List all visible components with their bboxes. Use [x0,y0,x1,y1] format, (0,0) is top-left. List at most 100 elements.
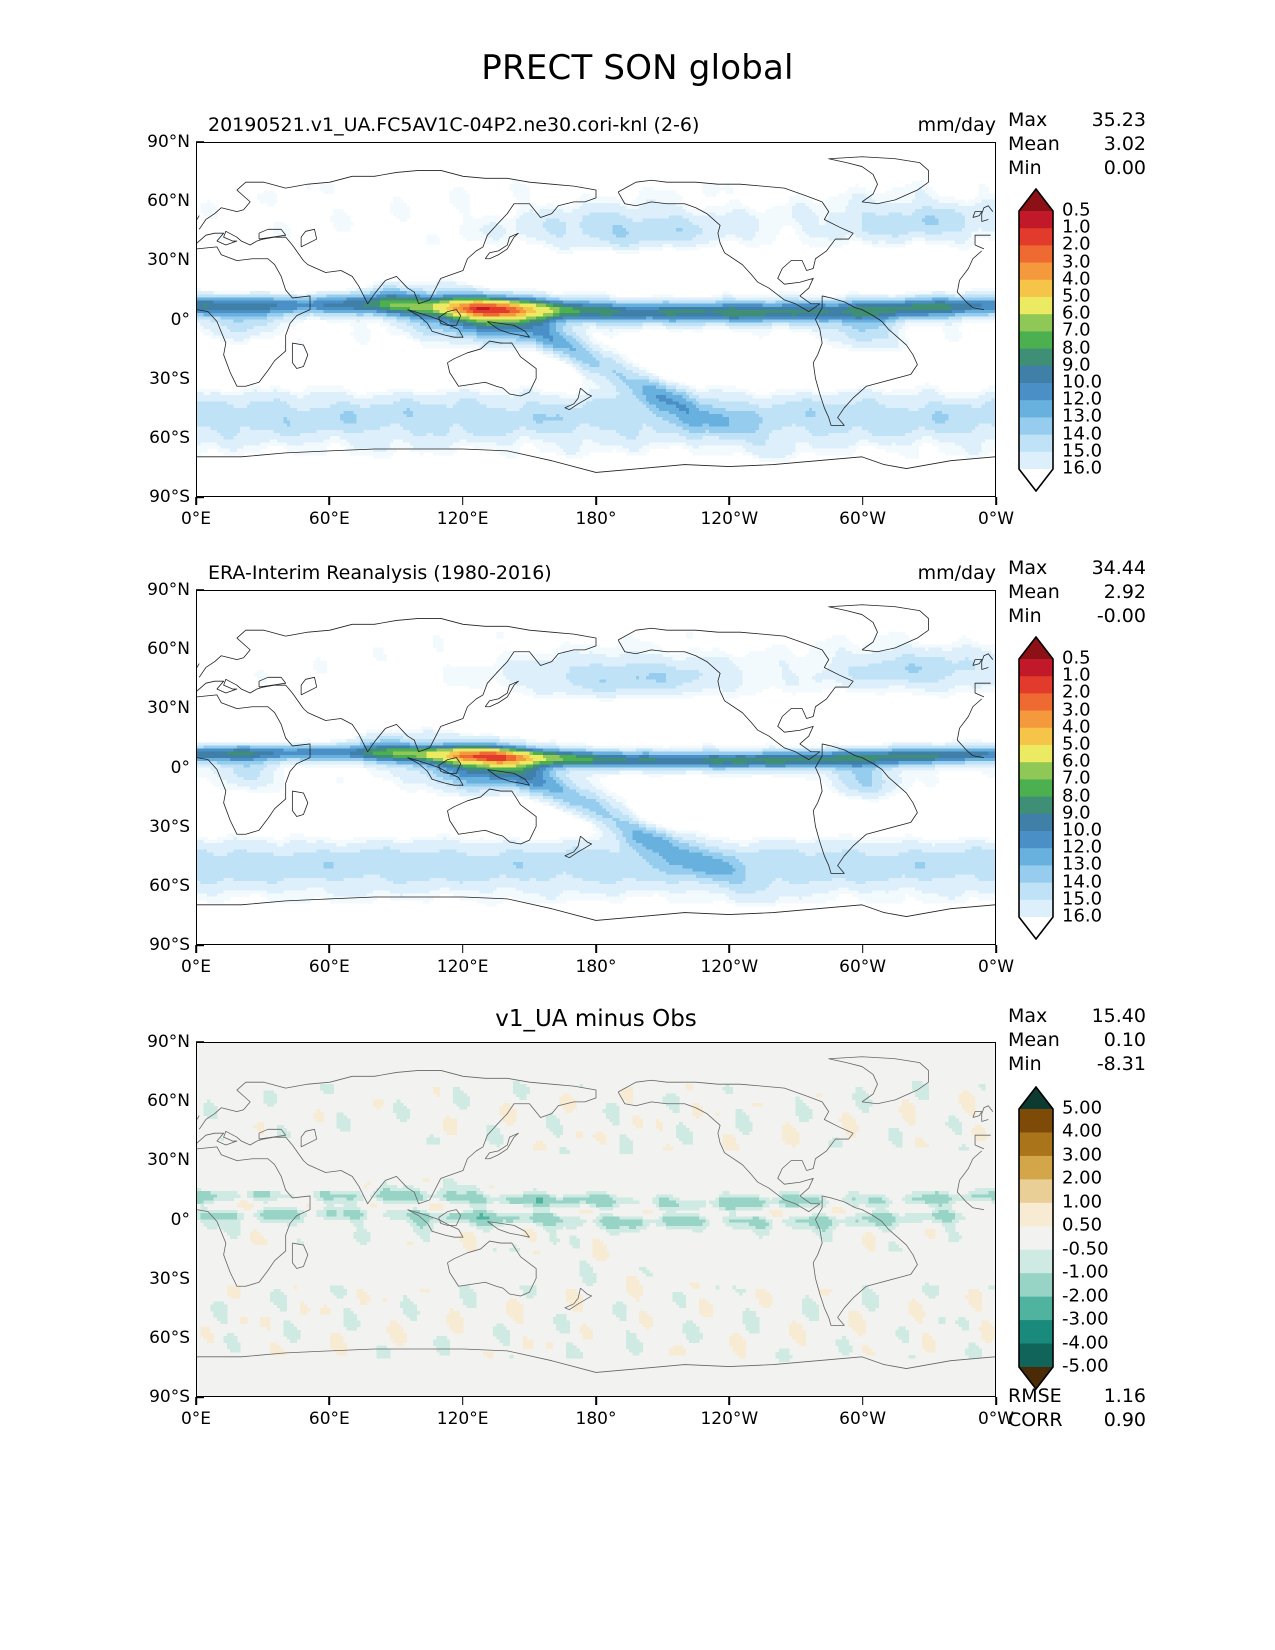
y-tick-mark [196,496,204,498]
x-tick-mark [328,497,331,505]
y-tick-label: 60°N [120,1091,190,1111]
x-tick-mark [595,945,597,953]
panel-difference: v1_UA minus Obs Max 15.40 Mean 0.10 Min -8.31… [0,996,1275,1476]
panel-title: ERA-Interim Reanalysis (1980-2016) [208,562,552,584]
colorbar [1018,636,1054,940]
colorbar-tick-label: 8.0 [1062,785,1154,806]
y-tick-label: 90°S [120,935,190,955]
stat-key: Mean [1008,1028,1060,1052]
y-axis: 90°N 60°N 30°N 0° 30°S 60°S 90°S [112,1032,204,1407]
colorbar-tick-label: 2.0 [1062,234,1154,255]
colorbar-tick-label: 4.0 [1062,268,1154,289]
panel-title: 20190521.v1_UA.FC5AV1C-04P2.ne30.cori-kn… [208,114,699,136]
x-tick-mark [995,1397,997,1405]
colorbar-tick-label: 1.0 [1062,665,1154,686]
colorbar-tick-label: 2.0 [1062,682,1154,703]
colorbar-tick-label: 15.0 [1062,440,1154,461]
figure-title: PRECT SON global [0,48,1275,88]
x-tick-label: 120°W [700,957,758,977]
x-tick-mark [861,1397,864,1405]
x-tick-mark [995,497,997,505]
x-tick-mark [728,1397,731,1405]
panel-units: mm/day [836,562,996,584]
x-tick-label: 0°E [181,1409,211,1429]
y-tick-label: 90°N [120,580,190,600]
metric-row: CORR 0.90 [1008,1408,1146,1432]
x-tick-mark [195,945,197,953]
colorbar-tick-label: 7.0 [1062,768,1154,789]
metric-key: RMSE [1008,1384,1062,1408]
x-tick-mark [595,497,597,505]
stat-key: Min [1008,1052,1042,1076]
stat-value: -8.31 [1097,1052,1146,1076]
stat-key: Max [1008,108,1047,132]
map-canvas [197,143,995,496]
colorbar-tick-label: 5.0 [1062,734,1154,755]
stat-key: Max [1008,556,1047,580]
stat-key: Min [1008,604,1042,628]
stat-value: 2.92 [1104,580,1146,604]
x-tick-mark [728,497,731,505]
x-tick-mark [861,945,864,953]
stat-row: Max 35.23 [1008,108,1146,132]
x-tick-label: 60°W [839,509,886,529]
x-tick-label: 0°E [181,509,211,529]
stat-value: 3.02 [1104,132,1146,156]
colorbar-tick-label: 9.0 [1062,802,1154,823]
stat-value: 0.10 [1104,1028,1146,1052]
x-tick-label: 60°E [309,1409,350,1429]
stat-key: Mean [1008,580,1060,604]
map-canvas [197,1043,995,1396]
panel-title: v1_UA minus Obs [196,1006,996,1032]
colorbar-tick-label: 7.0 [1062,320,1154,341]
colorbar-labels: 0.5 1.0 2.0 3.0 4.0 5.0 6.0 7.0 8.0 9.0 10.0 12.0 13… [1062,636,1154,936]
colorbar-tick-label: 6.0 [1062,303,1154,324]
y-tick-label: 0° [120,758,190,778]
map-plot-area [196,590,996,945]
colorbar-tick-label: 14.0 [1062,423,1154,444]
colorbar-labels: 0.5 1.0 2.0 3.0 4.0 5.0 6.0 7.0 8.0 9.0 10.0 12.0 13… [1062,188,1154,488]
colorbar-tick-label: 12.0 [1062,389,1154,410]
x-tick-label: 0°E [181,957,211,977]
x-tick-label: 120°W [700,1409,758,1429]
x-tick-label: 0°W [978,509,1014,529]
map-canvas [197,591,995,944]
stat-key: Mean [1008,132,1060,156]
panel-stats: Max 35.23 Mean 3.02 Min 0.00 [1008,108,1146,180]
colorbar-tick-label: 3.00 [1062,1144,1154,1165]
y-tick-label: 0° [120,1210,190,1230]
y-tick-label: 60°S [120,876,190,896]
stat-value: -0.00 [1097,604,1146,628]
stat-value: 15.40 [1092,1004,1146,1028]
colorbar-tick-label: 6.0 [1062,751,1154,772]
y-tick-label: 90°N [120,132,190,152]
panel-metrics: RMSE 1.16 CORR 0.90 [1008,1384,1146,1432]
panel-units: mm/day [836,114,996,136]
colorbar-tick-label: 9.0 [1062,354,1154,375]
stat-row: Max 15.40 [1008,1004,1146,1028]
y-tick-label: 60°N [120,191,190,211]
map-plot-area [196,142,996,497]
colorbar-tick-label: 8.0 [1062,337,1154,358]
colorbar-tick-label: 16.0 [1062,906,1154,927]
x-tick-mark [328,945,331,953]
panel-test-model: 20190521.v1_UA.FC5AV1C-04P2.ne30.cori-kn… [0,100,1275,540]
x-tick-label: 60°W [839,957,886,977]
colorbar-tick-label: 0.5 [1062,200,1154,221]
colorbar-tick-label: 4.00 [1062,1121,1154,1142]
x-tick-label: 120°E [437,509,489,529]
stat-row: Mean 0.10 [1008,1028,1146,1052]
stat-key: Min [1008,156,1042,180]
panel-reference-obs: ERA-Interim Reanalysis (1980-2016) mm/da… [0,548,1275,988]
stat-value: 35.23 [1092,108,1146,132]
y-tick-label: 60°S [120,428,190,448]
y-tick-label: 30°N [120,698,190,718]
y-tick-label: 30°N [120,1150,190,1170]
colorbar-labels: 5.00 4.00 3.00 2.00 1.00 0.50 -0.50 -1.00 -2.00 -… [1062,1086,1154,1386]
x-tick-mark [728,945,731,953]
stat-row: Mean 2.92 [1008,580,1146,604]
y-axis: 90°N 60°N 30°N 0° 30°S 60°S 90°S [112,580,204,955]
x-tick-mark [995,945,997,953]
colorbar-tick-label: 5.0 [1062,286,1154,307]
x-tick-mark [195,1397,197,1405]
